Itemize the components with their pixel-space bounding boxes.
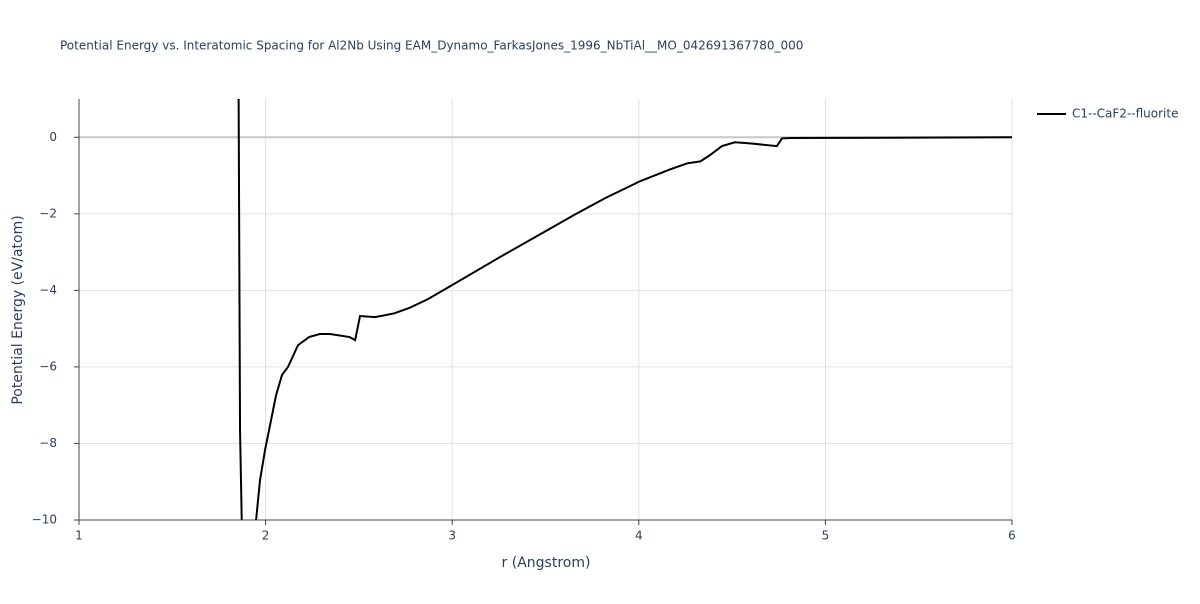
- y-tick-label: −10: [32, 513, 57, 527]
- x-tick-label: 6: [1008, 529, 1016, 543]
- legend-label: C1--CaF2--fluorite: [1072, 107, 1178, 121]
- data-line: [237, 99, 1012, 520]
- y-axis-label: Potential Energy (eV/atom): [10, 215, 26, 404]
- x-tick-label: 2: [262, 529, 270, 543]
- grid: [74, 99, 1013, 525]
- y-tick-label: 0: [49, 130, 57, 144]
- y-tick-label: −8: [39, 436, 57, 450]
- plot-area: [237, 99, 1012, 520]
- y-tick-label: −2: [39, 206, 57, 220]
- y-tick-label: −6: [39, 359, 57, 373]
- chart-title: Potential Energy vs. Interatomic Spacing…: [60, 39, 803, 53]
- x-tick-label: 5: [822, 529, 830, 543]
- x-tick-label: 4: [635, 529, 643, 543]
- y-tick-label: −4: [39, 283, 57, 297]
- x-tick-label: 3: [448, 529, 456, 543]
- x-tick-label: 1: [75, 529, 83, 543]
- legend: C1--CaF2--fluorite: [1037, 107, 1178, 121]
- x-axis-label: r (Angstrom): [502, 555, 591, 571]
